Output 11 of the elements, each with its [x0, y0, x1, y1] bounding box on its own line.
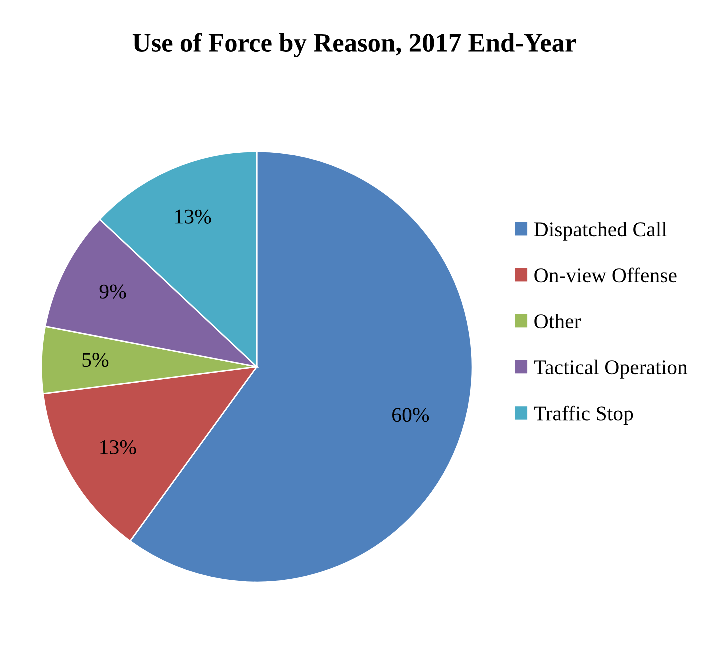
- legend-label: Other: [534, 314, 582, 329]
- data-label: 9%: [100, 284, 126, 299]
- data-label: 13%: [176, 210, 212, 224]
- legend-label: On-view Offense: [534, 268, 677, 283]
- legend-label: Tactical Operation: [534, 360, 688, 379]
- legend-label: Traffic Stop: [534, 406, 634, 426]
- data-label: 13%: [100, 440, 136, 455]
- chart-title: Use of Force by Reason, 2017 End-Year: [132, 33, 576, 58]
- data-label: 60%: [392, 408, 430, 422]
- data-label: 5%: [82, 353, 109, 368]
- legend-label: Dispatched Call: [534, 222, 668, 241]
